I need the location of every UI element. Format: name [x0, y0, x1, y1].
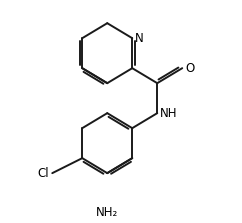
Text: N: N [135, 32, 144, 45]
Text: NH₂: NH₂ [96, 206, 118, 219]
Text: O: O [185, 62, 195, 75]
Text: NH: NH [160, 107, 178, 120]
Text: Cl: Cl [38, 167, 49, 180]
